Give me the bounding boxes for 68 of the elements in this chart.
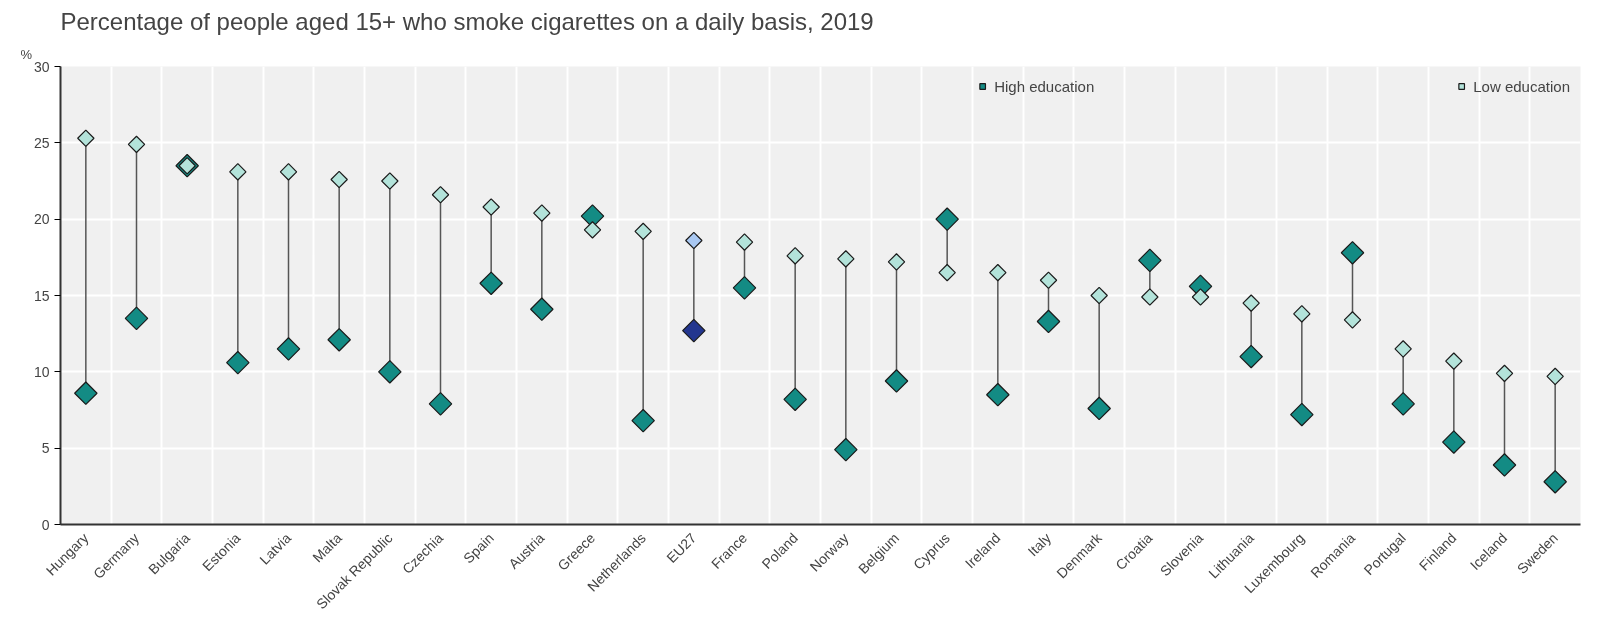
y-tick-label: 20 (33, 211, 50, 228)
point (378, 360, 402, 384)
chart-title: Percentage of people aged 15+ who smoke cigarettes on a daily basis, 2019 (60, 7, 874, 35)
point (685, 231, 703, 250)
point (786, 247, 804, 265)
point (1546, 367, 1564, 386)
point (1290, 402, 1314, 427)
point (479, 271, 503, 296)
point (1239, 344, 1263, 369)
point (634, 222, 652, 241)
legend-label: High education (994, 77, 1095, 95)
point (428, 392, 453, 416)
y-tick-label: 30 (33, 58, 50, 75)
point (1394, 340, 1412, 358)
point (732, 276, 757, 300)
point (1039, 271, 1058, 289)
point (279, 163, 298, 181)
point (1495, 364, 1514, 383)
point (533, 204, 551, 222)
y-tick-label: 10 (33, 363, 50, 380)
legend-label: Low education (1473, 77, 1570, 95)
y-tick-label: 0 (41, 516, 50, 533)
point (989, 263, 1007, 282)
point (938, 263, 956, 282)
point (735, 233, 754, 251)
point (1293, 305, 1311, 323)
point (482, 198, 500, 216)
x-tick-label: Italy (1024, 529, 1055, 560)
point (381, 172, 399, 190)
y-tick-label: 5 (41, 440, 50, 457)
point (74, 381, 98, 406)
point (1087, 396, 1111, 421)
point (330, 170, 348, 189)
point (1343, 311, 1362, 329)
y-tick-label: 15 (33, 287, 50, 304)
point (1445, 352, 1463, 370)
point (1340, 240, 1365, 265)
point (682, 318, 706, 343)
point (1492, 453, 1517, 477)
point (229, 163, 247, 181)
point (834, 437, 858, 462)
point (887, 253, 906, 271)
point (884, 369, 909, 393)
point (431, 185, 450, 204)
y-tick-label: 25 (33, 134, 50, 151)
point (837, 250, 855, 268)
point (935, 207, 959, 231)
point (1138, 248, 1162, 273)
point (327, 327, 351, 352)
point (127, 135, 146, 154)
point (1242, 294, 1260, 312)
point (124, 306, 149, 331)
point (1090, 286, 1108, 305)
point (986, 382, 1010, 407)
point (1543, 469, 1567, 494)
point (77, 129, 95, 147)
point (226, 350, 250, 375)
y-axis-title: % (20, 46, 33, 62)
point (530, 297, 554, 322)
point (1191, 288, 1210, 306)
point (631, 408, 655, 433)
point (1391, 392, 1415, 416)
point (1141, 288, 1159, 306)
point (583, 221, 602, 239)
point (1442, 430, 1466, 454)
point (783, 387, 807, 412)
point (276, 337, 301, 361)
point (1036, 309, 1061, 334)
